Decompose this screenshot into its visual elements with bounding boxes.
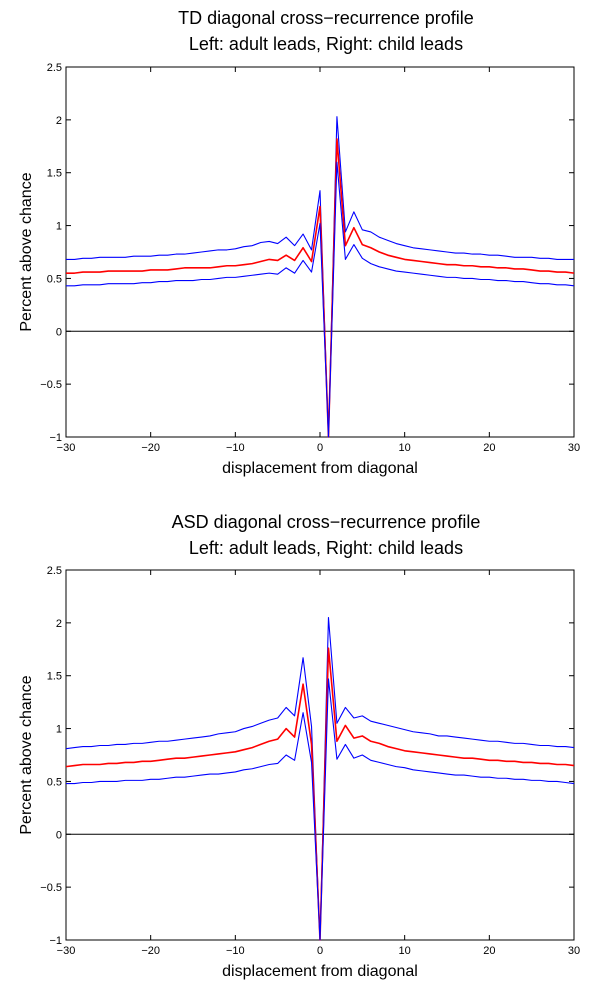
y-tick-label: 1.5 xyxy=(47,671,62,683)
chart-title: ASD diagonal cross−recurrence profile xyxy=(172,512,481,532)
y-tick-label: 2 xyxy=(56,115,62,127)
x-tick-label: −20 xyxy=(141,442,160,454)
y-tick-label: 0.5 xyxy=(47,776,62,788)
y-tick-label: 0.5 xyxy=(47,273,62,285)
bound-line-2 xyxy=(66,678,575,941)
x-axis-label: displacement from diagonal xyxy=(222,460,418,477)
x-tick-label: 10 xyxy=(399,442,411,454)
x-tick-label: 0 xyxy=(317,945,323,957)
x-tick-label: −20 xyxy=(141,945,160,957)
y-tick-label: −1 xyxy=(49,935,62,947)
chart-subtitle: Left: adult leads, Right: child leads xyxy=(189,34,463,54)
y-axis-label: Percent above chance xyxy=(18,172,35,331)
chart-td: TD diagonal cross−recurrence profile Lef… xyxy=(18,8,580,477)
x-tick-label: −10 xyxy=(226,442,245,454)
y-tick-label: −0.5 xyxy=(40,379,62,391)
y-tick-label: −1 xyxy=(49,432,62,444)
y-tick-label: 2.5 xyxy=(47,62,62,74)
y-tick-label: 1.5 xyxy=(47,168,62,180)
x-tick-label: −10 xyxy=(226,945,245,957)
x-tick-label: 30 xyxy=(568,945,580,957)
axis-ticks: −30 −20 −10 0 10 20 30 −1 −0.5 0 0.5 1 1.5 2 2.5 xyxy=(40,565,580,957)
x-tick-label: 10 xyxy=(399,945,411,957)
x-tick-label: −30 xyxy=(57,442,76,454)
series-lines xyxy=(66,116,575,438)
series-lines xyxy=(65,617,575,941)
axis-ticks: −30 −20 −10 0 10 20 30 −1 −0.5 0 0.5 1 1.5 2 2.5 xyxy=(40,62,580,454)
y-tick-label: 1 xyxy=(56,724,62,736)
x-axis-label: displacement from diagonal xyxy=(222,963,418,980)
chart-subtitle: Left: adult leads, Right: child leads xyxy=(189,538,463,558)
y-tick-label: 2.5 xyxy=(47,565,62,577)
y-tick-label: 1 xyxy=(56,221,62,233)
y-tick-label: 0 xyxy=(56,326,62,338)
x-tick-label: 20 xyxy=(483,945,495,957)
chart-title: TD diagonal cross−recurrence profile xyxy=(178,8,474,28)
y-tick-label: 0 xyxy=(56,829,62,841)
chart-asd: ASD diagonal cross−recurrence profile Le… xyxy=(18,512,580,980)
y-tick-label: −0.5 xyxy=(40,882,62,894)
bound-line-2 xyxy=(66,161,575,438)
y-axis-label: Percent above chance xyxy=(18,675,35,834)
x-tick-label: 20 xyxy=(483,442,495,454)
x-tick-label: 0 xyxy=(317,442,323,454)
mean-line-1 xyxy=(66,138,575,438)
x-tick-label: −30 xyxy=(57,945,76,957)
x-tick-label: 30 xyxy=(568,442,580,454)
y-tick-label: 2 xyxy=(56,618,62,630)
bound-line-0 xyxy=(66,116,574,438)
